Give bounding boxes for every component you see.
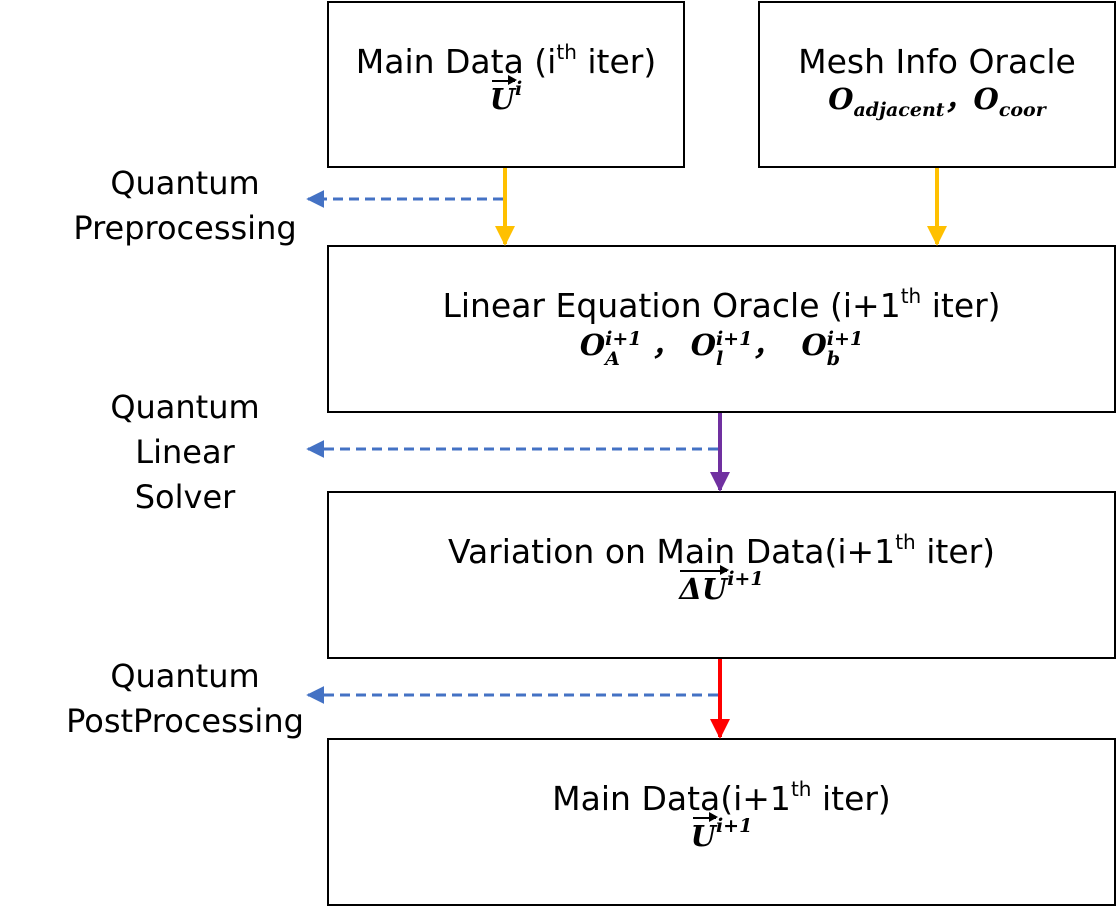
quantum-postprocessing-label: Quantum PostProcessing bbox=[66, 657, 304, 740]
vector-delta-u: ΔU bbox=[679, 565, 730, 606]
mesh-info-oracle-box: Mesh Info Oracle Oadjacent，Ocoor bbox=[758, 1, 1116, 168]
main-data-next-formula: Ui+1 bbox=[690, 812, 753, 853]
main-data-next-box: Main Data(i+1th iter) Ui+1 bbox=[327, 738, 1116, 906]
vector-u-next: U bbox=[690, 812, 719, 853]
main-data-next-title: Main Data(i+1th iter) bbox=[552, 777, 891, 818]
mesh-info-oracle-title: Mesh Info Oracle bbox=[798, 42, 1076, 81]
vector-u: U bbox=[489, 75, 518, 116]
quantum-preprocessing-label: Quantum Preprocessing bbox=[73, 164, 297, 247]
linear-equation-oracle-title: Linear Equation Oracle (i+1th iter) bbox=[442, 284, 1001, 325]
main-data-i-formula: Ui bbox=[489, 75, 523, 116]
variation-formula: ΔUi+1 bbox=[679, 565, 764, 606]
variation-box: Variation on Main Data(i+1th iter) ΔUi+1 bbox=[327, 491, 1116, 659]
variation-title: Variation on Main Data(i+1th iter) bbox=[447, 530, 996, 571]
main-data-i-title: Main Data (ith iter) bbox=[355, 40, 657, 81]
main-data-i-box: Main Data (ith iter) Ui bbox=[327, 1, 685, 168]
mesh-info-oracle-formula: Oadjacent，Ocoor bbox=[828, 82, 1046, 121]
quantum-linear-solver-label: Quantum Linear Solver bbox=[110, 388, 260, 516]
